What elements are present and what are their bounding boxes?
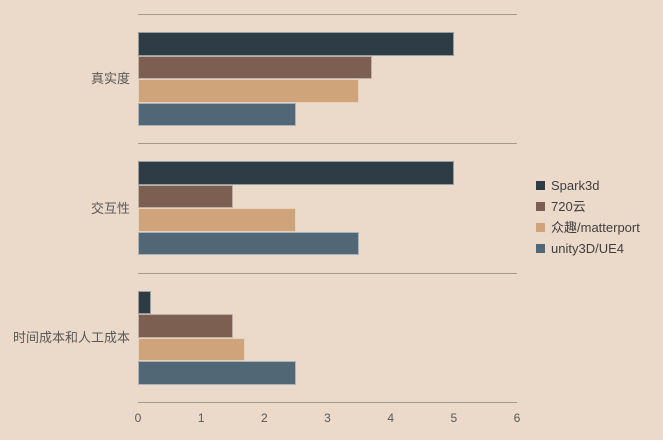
legend-swatch-icon [536, 223, 545, 232]
legend-swatch-icon [536, 181, 545, 190]
bar [138, 290, 151, 315]
category-group [138, 272, 517, 402]
bar [138, 102, 296, 127]
bar [138, 161, 454, 185]
x-tick-label: 0 [134, 411, 142, 425]
x-tick-label: 6 [513, 411, 521, 425]
legend-label: Spark3d [551, 178, 600, 193]
category-label: 时间成本和人工成本 [12, 330, 130, 346]
bar-stack [138, 161, 517, 256]
legend-item: 众趣/matterport [536, 220, 640, 235]
bar [138, 361, 296, 385]
bar-stack [138, 290, 517, 385]
x-tick-label: 4 [387, 411, 394, 425]
x-tick-label: 2 [260, 411, 268, 425]
bar [138, 314, 233, 338]
bar [138, 79, 360, 103]
bar-stack [138, 32, 517, 127]
category-label: 真实度 [90, 70, 130, 86]
category-group [138, 143, 517, 272]
bar [138, 337, 246, 362]
legend-item: Spark3d [536, 178, 640, 193]
legend-item: 720云 [536, 199, 640, 214]
legend: Spark3d 720云众趣/matterport unity3D/UE4 [536, 178, 640, 256]
bar [138, 55, 372, 80]
x-tick-label: 5 [450, 411, 458, 425]
legend-label: 720云 [551, 199, 586, 214]
plot-area [138, 14, 517, 403]
legend-item: unity3D/UE4 [536, 241, 640, 256]
bar [138, 184, 233, 209]
legend-swatch-icon [536, 244, 545, 253]
bar [138, 231, 360, 256]
category-group [138, 14, 517, 143]
bar [138, 208, 296, 232]
legend-label: 众趣/matterport [551, 220, 640, 235]
x-tick-label: 3 [324, 411, 331, 425]
x-tick-label: 1 [197, 411, 205, 425]
bar [138, 32, 454, 56]
legend-swatch-icon [536, 202, 545, 211]
legend-label: unity3D/UE4 [551, 241, 624, 256]
category-label: 交互性 [90, 200, 130, 216]
